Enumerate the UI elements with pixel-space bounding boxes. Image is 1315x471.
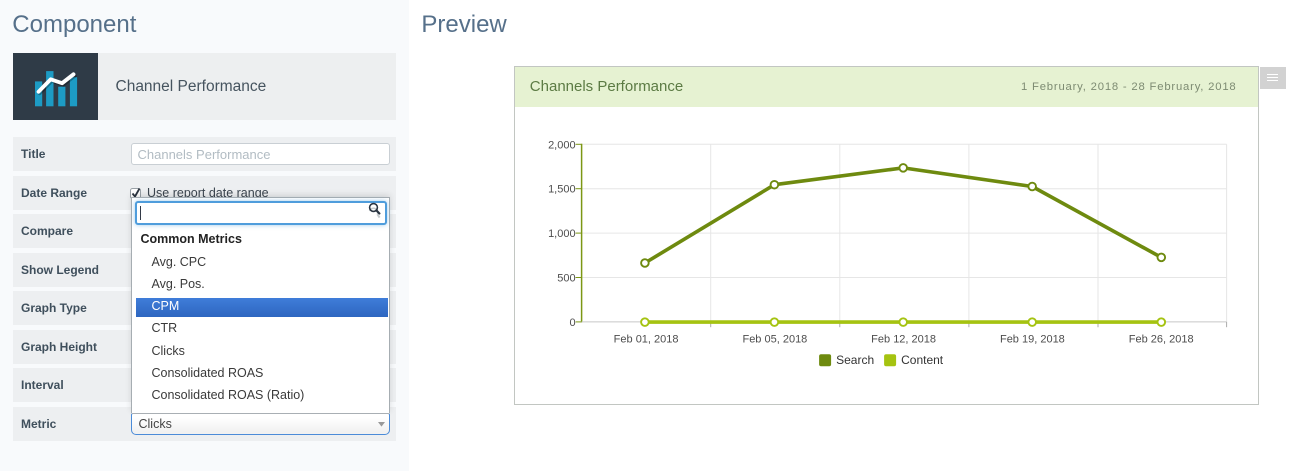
svg-text:1,500: 1,500	[548, 184, 576, 196]
svg-text:Content: Content	[901, 353, 944, 367]
svg-text:Feb 05, 2018: Feb 05, 2018	[743, 334, 808, 346]
svg-text:2,000: 2,000	[548, 140, 576, 152]
svg-text:Feb 19, 2018: Feb 19, 2018	[1000, 334, 1065, 346]
svg-text:Feb 12, 2018: Feb 12, 2018	[872, 334, 937, 346]
svg-text:0: 0	[570, 317, 576, 329]
svg-text:1,000: 1,000	[548, 228, 576, 240]
svg-text:Feb 26, 2018: Feb 26, 2018	[1129, 334, 1194, 346]
svg-text:500: 500	[558, 273, 576, 285]
svg-text:Search: Search	[836, 353, 874, 367]
svg-text:Feb 01, 2018: Feb 01, 2018	[614, 334, 679, 346]
